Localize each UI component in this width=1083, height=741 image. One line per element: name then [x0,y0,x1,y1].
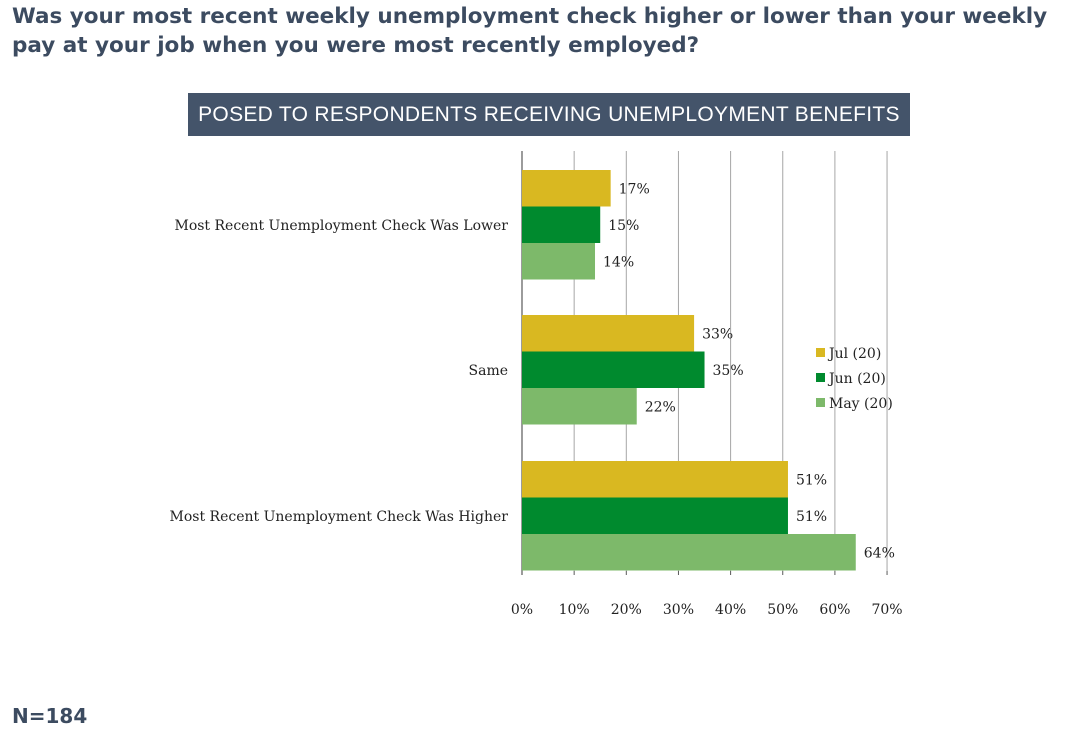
bar [522,315,695,352]
legend-label: Jul (20) [827,346,881,362]
question-title: Was your most recent weekly unemployment… [12,4,1048,58]
bar [522,534,856,571]
data-label: 14% [603,254,634,270]
bar [522,351,705,388]
bar [522,497,788,534]
bar [522,461,788,498]
data-label: 33% [702,326,733,342]
data-label: 51% [796,509,827,525]
category-label: Most Recent Unemployment Check Was Highe… [170,509,509,525]
x-tick-label: 70% [871,602,902,618]
data-label: 15% [608,218,639,234]
bar [522,206,601,243]
data-label: 22% [645,399,676,415]
data-label: 17% [619,181,650,197]
x-tick-label: 0% [511,602,533,618]
legend-swatch [816,398,825,407]
bar [522,170,611,207]
x-tick-label: 50% [767,602,798,618]
legend-swatch [816,348,825,357]
audience-banner: POSED TO RESPONDENTS RECEIVING UNEMPLOYM… [188,93,910,136]
legend-label: May (20) [829,396,893,412]
x-tick-label: 40% [715,602,746,618]
bar [522,388,637,425]
x-tick-label: 60% [819,602,850,618]
category-label: Same [469,363,509,379]
data-label: 51% [796,472,827,488]
bar [522,243,596,280]
sample-size-label: N=184 [12,704,88,728]
data-label: 35% [713,363,744,379]
x-tick-label: 10% [559,602,590,618]
x-tick-label: 30% [663,602,694,618]
x-tick-label: 20% [611,602,642,618]
legend-swatch [816,373,825,382]
legend-label: Jun (20) [827,371,886,387]
category-label: Most Recent Unemployment Check Was Lower [174,218,508,234]
data-label: 64% [864,545,895,561]
